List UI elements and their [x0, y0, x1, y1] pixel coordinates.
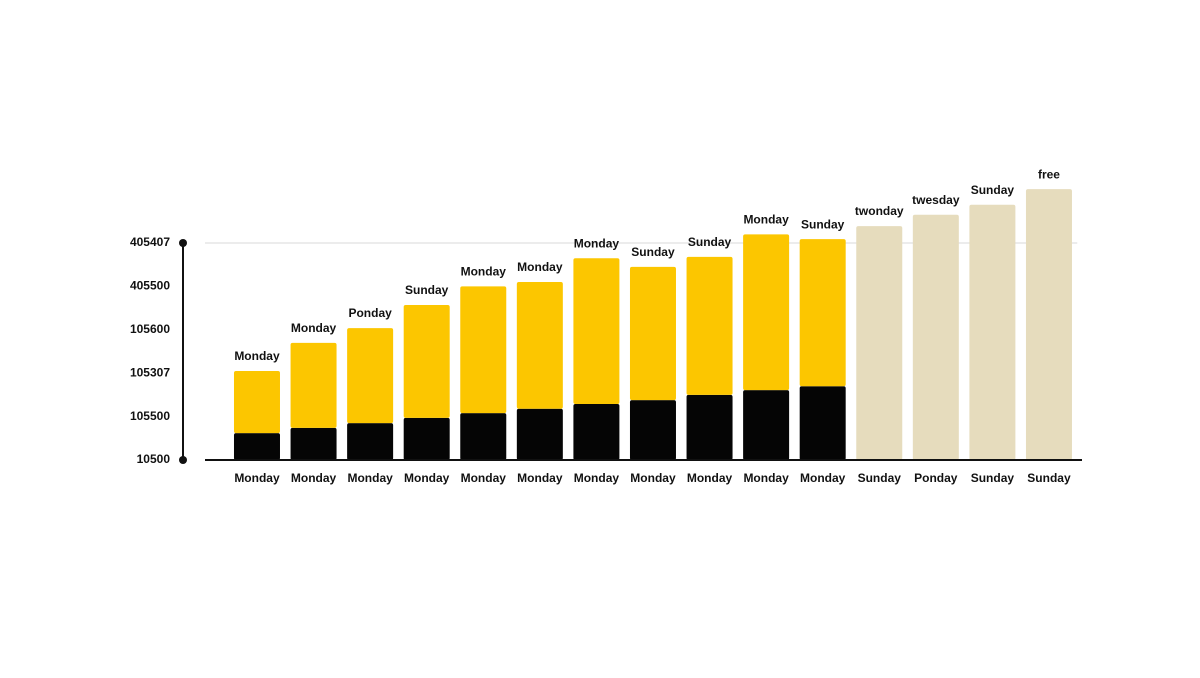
x-tick-label: Monday: [800, 471, 846, 485]
bar-top-label: Monday: [517, 260, 563, 274]
y-tick-label: 10500: [137, 452, 171, 466]
bar-top-label: Monday: [291, 321, 337, 335]
bar-segment: [856, 226, 903, 460]
x-tick-label: Monday: [630, 471, 676, 485]
x-tick-label: Sunday: [971, 471, 1015, 485]
bar-top-label: Monday: [234, 349, 280, 363]
bar-segment: [743, 234, 790, 391]
x-tick-label: Monday: [743, 471, 789, 485]
bar-segment: [403, 417, 450, 460]
bar-top-label: free: [1038, 167, 1060, 181]
x-tick-label: Sunday: [858, 471, 902, 485]
bar-segment: [347, 328, 394, 424]
bar-segment: [1025, 189, 1072, 460]
x-tick-label: Monday: [347, 471, 393, 485]
y-tick-label: 105600: [130, 322, 170, 336]
bar-segment: [233, 433, 280, 460]
y-tick-label: 405407: [130, 235, 170, 249]
bar-segment: [460, 413, 507, 460]
bar-segment: [573, 404, 620, 460]
x-tick-label: Monday: [461, 471, 507, 485]
bar-segment: [969, 204, 1016, 460]
bar-top-label: Monday: [743, 212, 789, 226]
bar-top-label: Sunday: [971, 183, 1015, 197]
x-tick-label: Sunday: [1027, 471, 1071, 485]
bar-segment: [686, 256, 733, 395]
bar-segment: [290, 342, 337, 428]
y-tick-label: 105500: [130, 409, 170, 423]
y-tick-label: 105307: [130, 365, 170, 379]
x-tick-label: Monday: [234, 471, 280, 485]
bar-segment: [629, 400, 676, 460]
bar-top-label: twonday: [855, 204, 904, 218]
bar-top-label: Monday: [574, 236, 620, 250]
x-tick-label: Monday: [517, 471, 563, 485]
bar-top-label: twesday: [912, 193, 960, 207]
bar-segment: [347, 423, 394, 460]
bar-top-label: Sunday: [631, 245, 675, 259]
y-axis-end: [179, 239, 187, 247]
bar-segment: [573, 258, 620, 405]
bar-segment: [516, 408, 563, 460]
y-tick-label: 405500: [130, 279, 170, 293]
bar-segment: [686, 394, 733, 460]
bar-segment: [743, 390, 790, 460]
bar-top-label: Monday: [461, 265, 507, 279]
x-tick-label: Monday: [404, 471, 450, 485]
bar-top-label: Sunday: [688, 235, 732, 249]
x-tick-label: Monday: [291, 471, 337, 485]
bar-segment: [233, 371, 280, 434]
bar-top-label: Ponday: [348, 306, 392, 320]
bar-top-label: Sunday: [405, 283, 449, 297]
bar-segment: [629, 266, 676, 401]
bar-segment: [799, 386, 846, 460]
x-tick-label: Monday: [574, 471, 620, 485]
x-tick-label: Monday: [687, 471, 733, 485]
y-axis-end: [179, 456, 187, 464]
bar-segment: [403, 305, 450, 418]
bar-segment: [290, 427, 337, 460]
bar-top-label: Sunday: [801, 217, 845, 231]
bar-segment: [912, 214, 959, 460]
x-tick-label: Ponday: [914, 471, 958, 485]
bar-segment: [460, 286, 507, 414]
bar-segment: [516, 282, 563, 409]
bar-segment: [799, 239, 846, 387]
